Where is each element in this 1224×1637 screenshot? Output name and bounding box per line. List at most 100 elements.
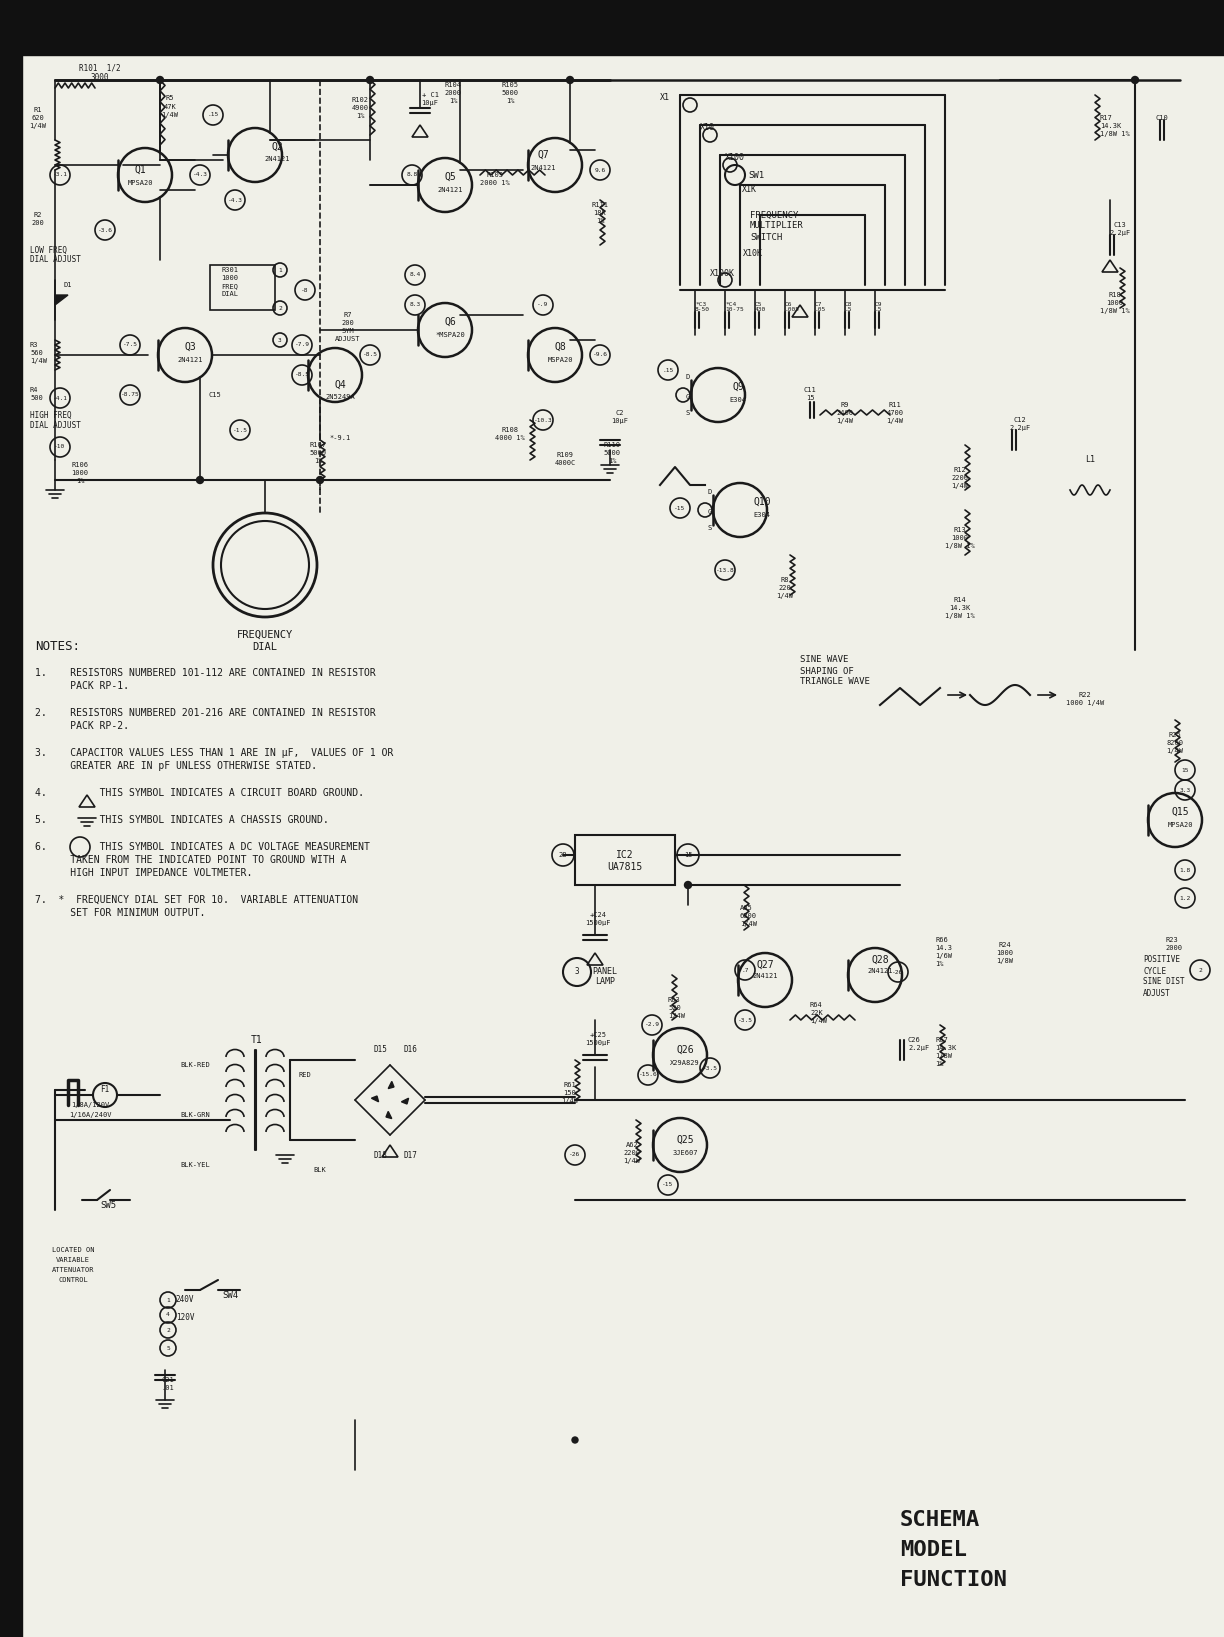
Text: X10: X10 bbox=[700, 123, 715, 133]
Text: FUNCTION: FUNCTION bbox=[900, 1570, 1007, 1590]
Text: Q28: Q28 bbox=[871, 954, 889, 964]
Text: 1/4W: 1/4W bbox=[623, 1157, 640, 1164]
Text: 28: 28 bbox=[558, 851, 567, 858]
Text: 2N4121: 2N4121 bbox=[177, 357, 203, 363]
Text: 2.2μF: 2.2μF bbox=[908, 1044, 929, 1051]
Text: R24: R24 bbox=[999, 941, 1011, 948]
Text: G: G bbox=[707, 509, 712, 516]
Text: FREQUENCY: FREQUENCY bbox=[237, 630, 293, 640]
Text: Q1: Q1 bbox=[135, 165, 146, 175]
Text: SHAPING OF: SHAPING OF bbox=[800, 666, 854, 676]
Text: 1/6W: 1/6W bbox=[935, 953, 952, 959]
Text: -3.6: -3.6 bbox=[98, 228, 113, 232]
Text: 1.    RESISTORS NUMBERED 101-112 ARE CONTAINED IN RESISTOR: 1. RESISTORS NUMBERED 101-112 ARE CONTAI… bbox=[35, 668, 376, 678]
Text: Q5: Q5 bbox=[444, 172, 455, 182]
Text: 15: 15 bbox=[684, 851, 693, 858]
Text: 1%: 1% bbox=[596, 218, 605, 224]
Text: 14.3K: 14.3K bbox=[950, 606, 971, 611]
Text: MODEL: MODEL bbox=[900, 1540, 967, 1560]
Text: R108: R108 bbox=[502, 427, 519, 434]
Text: 1/4W: 1/4W bbox=[951, 483, 968, 489]
Text: 1/4W: 1/4W bbox=[562, 1098, 579, 1103]
Text: 2200: 2200 bbox=[623, 1151, 640, 1156]
Text: A65: A65 bbox=[741, 905, 753, 912]
Text: 2N4121: 2N4121 bbox=[264, 156, 290, 162]
Text: UA7815: UA7815 bbox=[607, 863, 643, 873]
Text: 2N4121: 2N4121 bbox=[437, 187, 463, 193]
Text: R301: R301 bbox=[222, 267, 239, 273]
Text: D17: D17 bbox=[403, 1151, 417, 1159]
Text: 3.    CAPACITOR VALUES LESS THAN 1 ARE IN μF,  VALUES OF 1 OR: 3. CAPACITOR VALUES LESS THAN 1 ARE IN μ… bbox=[35, 748, 393, 758]
Text: 1/8A/120V: 1/8A/120V bbox=[71, 1102, 109, 1108]
Text: R4: R4 bbox=[31, 386, 38, 393]
Bar bbox=[0, 0, 22, 1637]
Text: -3.5: -3.5 bbox=[703, 1066, 717, 1071]
Text: BLK-GRN: BLK-GRN bbox=[180, 1112, 209, 1118]
Text: -1.5: -1.5 bbox=[233, 427, 247, 432]
Text: 2400: 2400 bbox=[836, 409, 853, 416]
Text: 1/8W 1%: 1/8W 1% bbox=[945, 612, 974, 619]
Text: *C4
10-75: *C4 10-75 bbox=[725, 301, 744, 313]
Text: 4000 1%: 4000 1% bbox=[496, 435, 525, 440]
Text: 1/4W: 1/4W bbox=[810, 1018, 827, 1025]
Text: DIAL ADJUST: DIAL ADJUST bbox=[31, 421, 81, 429]
Text: 4700: 4700 bbox=[886, 409, 903, 416]
Text: Q25: Q25 bbox=[676, 1134, 694, 1144]
Text: Q7: Q7 bbox=[537, 151, 548, 160]
Text: C7
.05: C7 .05 bbox=[815, 301, 826, 313]
Text: LAMP: LAMP bbox=[595, 977, 614, 987]
Text: 1%: 1% bbox=[935, 1061, 944, 1067]
Bar bbox=[0, 0, 1224, 56]
Text: 1500μF: 1500μF bbox=[585, 920, 611, 927]
Text: R11: R11 bbox=[889, 403, 901, 408]
Text: R9: R9 bbox=[841, 403, 849, 408]
Text: R110: R110 bbox=[603, 442, 621, 449]
Text: ADJUST: ADJUST bbox=[1143, 989, 1170, 997]
Text: C15: C15 bbox=[208, 391, 222, 398]
Text: MPSA20: MPSA20 bbox=[1168, 822, 1192, 828]
Text: 15: 15 bbox=[805, 395, 814, 401]
Text: C26: C26 bbox=[908, 1036, 920, 1043]
Text: 1/8W 1%: 1/8W 1% bbox=[1100, 308, 1130, 314]
Text: 4: 4 bbox=[166, 1313, 170, 1318]
Text: 1: 1 bbox=[166, 1298, 170, 1303]
Text: R64: R64 bbox=[810, 1002, 823, 1008]
Text: TRIANGLE WAVE: TRIANGLE WAVE bbox=[800, 678, 870, 686]
Circle shape bbox=[197, 476, 203, 483]
Text: R22: R22 bbox=[1078, 692, 1092, 697]
Text: 2.    RESISTORS NUMBERED 201-216 ARE CONTAINED IN RESISTOR: 2. RESISTORS NUMBERED 201-216 ARE CONTAI… bbox=[35, 707, 376, 719]
Text: -3.1: -3.1 bbox=[53, 172, 67, 177]
Text: 3: 3 bbox=[575, 967, 579, 977]
Polygon shape bbox=[401, 1098, 409, 1103]
Text: 2: 2 bbox=[166, 1328, 170, 1333]
Text: R107: R107 bbox=[310, 442, 327, 449]
Text: 560: 560 bbox=[31, 350, 43, 355]
Text: Q15: Q15 bbox=[1171, 807, 1189, 817]
Text: D: D bbox=[707, 489, 712, 494]
Text: A62: A62 bbox=[625, 1143, 639, 1148]
Text: R104: R104 bbox=[444, 82, 461, 88]
Text: -15: -15 bbox=[674, 506, 685, 511]
Text: R13: R13 bbox=[953, 527, 967, 534]
Text: S: S bbox=[707, 525, 712, 530]
Text: 5000: 5000 bbox=[502, 90, 519, 97]
Text: MPSA20: MPSA20 bbox=[127, 180, 153, 187]
Text: +C24: +C24 bbox=[590, 912, 607, 918]
Text: LOW FREQ: LOW FREQ bbox=[31, 246, 67, 254]
Text: 15: 15 bbox=[1181, 768, 1189, 773]
Text: 1/4W: 1/4W bbox=[31, 359, 47, 363]
Polygon shape bbox=[388, 1082, 394, 1089]
Text: -13.8: -13.8 bbox=[716, 568, 734, 573]
Text: 120V: 120V bbox=[176, 1313, 195, 1323]
Text: 4000C: 4000C bbox=[554, 460, 575, 467]
Text: 2N5249A: 2N5249A bbox=[326, 395, 355, 399]
Text: BLK-YEL: BLK-YEL bbox=[180, 1162, 209, 1169]
Text: 8200: 8200 bbox=[1166, 740, 1184, 746]
Text: -8.75: -8.75 bbox=[121, 393, 140, 398]
Text: ATTENUATOR: ATTENUATOR bbox=[51, 1267, 94, 1274]
Text: 8.3: 8.3 bbox=[409, 303, 421, 308]
Text: Q27: Q27 bbox=[756, 959, 774, 971]
Text: -4.3: -4.3 bbox=[192, 172, 208, 177]
Text: SCHEMA: SCHEMA bbox=[900, 1509, 980, 1531]
Text: NOTES:: NOTES: bbox=[35, 640, 80, 653]
